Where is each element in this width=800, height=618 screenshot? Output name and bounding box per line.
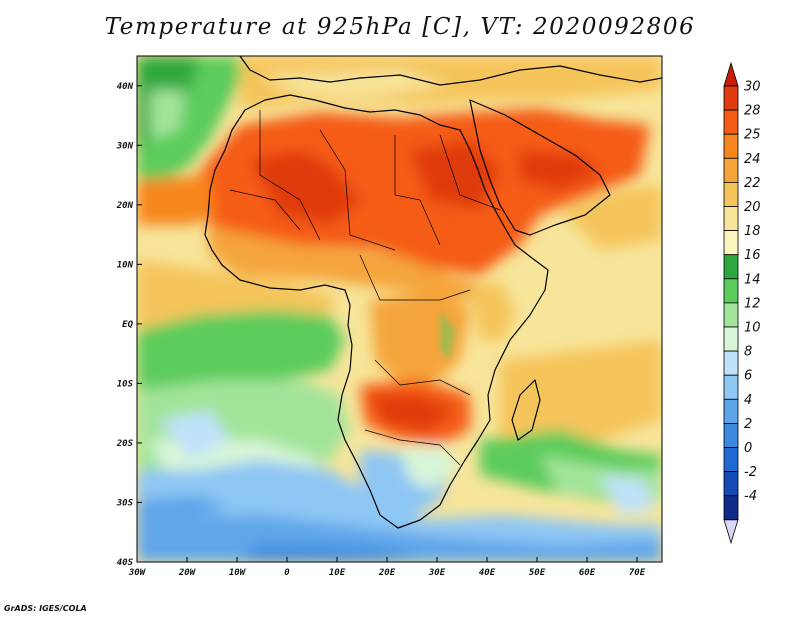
colorbar-label: 18 [744, 224, 761, 239]
lon-tick-label: 40E [479, 568, 496, 578]
colorbar-label: 0 [744, 441, 752, 456]
lon-tick-label: 0 [284, 568, 290, 578]
colorbar-top-arrow [723, 61, 739, 87]
colorbar-swatch [723, 422, 739, 448]
lon-tick-label: 30W [128, 568, 147, 578]
lon-tick-label: 70E [629, 568, 646, 578]
lat-tick-label: 30N [116, 141, 134, 151]
colorbar-label: 2 [744, 417, 752, 432]
map-title: Temperature at 925hPa [C], VT: 202009280… [104, 14, 696, 40]
colorbar-label: 4 [744, 393, 752, 408]
colorbar-swatch [723, 206, 739, 232]
colorbar-label: 14 [744, 272, 761, 287]
longitude-axis: 30W 20W 10W 0 10E 20E 30E 40E 50E 60E 70E [128, 557, 646, 578]
lat-tick-label: 20S [116, 439, 134, 449]
lat-tick-label: 20N [116, 201, 134, 211]
colorbar-label: 8 [744, 345, 752, 360]
coastlines [204, 56, 662, 529]
colorbar-label: 6 [744, 369, 752, 384]
colorbar-swatch [723, 278, 739, 304]
lon-tick-label: 10W [229, 568, 247, 578]
colorbar-swatch [723, 350, 739, 376]
colorbar-swatch [723, 326, 739, 352]
colorbar-swatch [723, 230, 739, 256]
lon-tick-label: 50E [529, 568, 546, 578]
credit-text: GrADS: IGES/COLA [4, 604, 87, 613]
lon-tick-label: 30E [428, 568, 446, 578]
colorbar-swatch [723, 254, 739, 280]
lat-tick-label: 30S [116, 498, 134, 508]
colorbar-swatch [723, 133, 739, 159]
colorbar-swatch [723, 302, 739, 328]
colorbar-label: 24 [744, 152, 761, 167]
lon-tick-label: 20E [378, 568, 396, 578]
colorbar-swatch [723, 374, 739, 400]
colorbar-swatch [723, 471, 739, 497]
colorbar-swatch [723, 157, 739, 183]
lon-tick-label: 20W [178, 568, 197, 578]
lon-tick-label: 10E [329, 568, 346, 578]
colorbar-swatch [723, 495, 739, 521]
colorbar-label: -2 [744, 465, 757, 480]
lon-tick-label: 60E [579, 568, 596, 578]
lat-tick-label: 10S [117, 379, 134, 389]
colorbar-label: 16 [744, 248, 761, 263]
lat-tick-label: 10N [117, 260, 134, 270]
colorbar-swatch [723, 447, 739, 473]
colorbar-label: 22 [744, 176, 761, 191]
map-frame [136, 55, 663, 563]
colorbar-label: 30 [744, 80, 761, 95]
colorbar-label: -4 [744, 489, 757, 504]
lat-tick-label: 40S [117, 558, 134, 568]
colorbar-label: 10 [744, 321, 761, 336]
colorbar-swatch [723, 398, 739, 424]
lat-tick-label: 40N [117, 82, 134, 92]
colorbar-swatch [723, 85, 739, 111]
colorbar-swatch [723, 109, 739, 135]
lat-tick-label: EQ [122, 320, 133, 330]
country-borders [229, 110, 501, 466]
colorbar-label: 25 [744, 128, 761, 143]
colorbar-swatch [723, 181, 739, 207]
colorbar-label: 20 [744, 200, 761, 215]
colorbar-label: 28 [744, 104, 761, 119]
colorbar-label: 12 [744, 296, 761, 311]
temperature-field [137, 56, 662, 562]
latitude-axis: 40N 30N 20N 10N EQ 10S 20S 30S 40S [116, 82, 142, 568]
colorbar-bottom-arrow [723, 519, 739, 545]
